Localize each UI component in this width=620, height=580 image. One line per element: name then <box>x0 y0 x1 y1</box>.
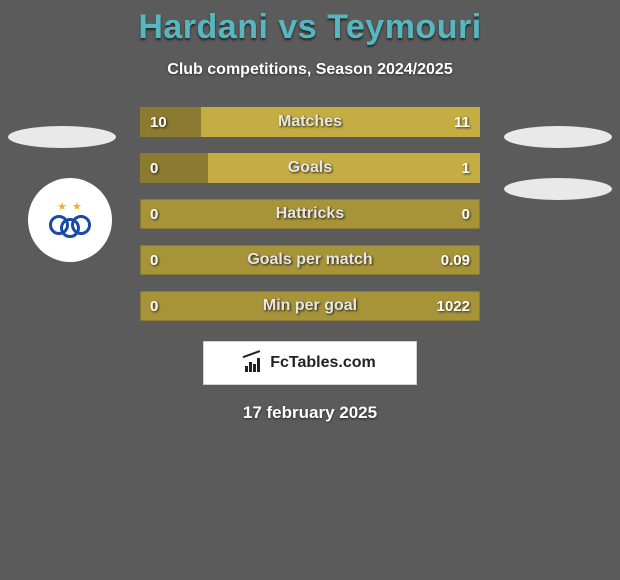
stat-value-right: 1 <box>452 153 480 183</box>
stat-row: 10 Matches 11 <box>140 107 480 137</box>
stat-value-right: 0 <box>452 199 480 229</box>
date-label: 17 february 2025 <box>0 403 620 423</box>
stat-label: Goals per match <box>140 245 480 275</box>
stat-row: 0 Hattricks 0 <box>140 199 480 229</box>
stat-label: Matches <box>140 107 480 137</box>
stat-label: Hattricks <box>140 199 480 229</box>
stat-row: 0 Goals 1 <box>140 153 480 183</box>
brand-text: FcTables.com <box>270 354 376 372</box>
page-title: Hardani vs Teymouri <box>0 8 620 47</box>
stat-value-right: 11 <box>444 107 480 137</box>
stat-label: Goals <box>140 153 480 183</box>
stat-row: 0 Min per goal 1022 <box>140 291 480 321</box>
stat-value-right: 1022 <box>427 291 480 321</box>
subtitle: Club competitions, Season 2024/2025 <box>0 61 620 79</box>
stat-value-right: 0.09 <box>431 245 480 275</box>
brand-badge: FcTables.com <box>203 341 417 385</box>
bar-chart-icon <box>244 354 264 372</box>
infographic-root: Hardani vs Teymouri Club competitions, S… <box>0 0 620 580</box>
comparison-chart: 10 Matches 11 0 Goals 1 0 Hattricks 0 0 … <box>0 107 620 321</box>
stat-row: 0 Goals per match 0.09 <box>140 245 480 275</box>
